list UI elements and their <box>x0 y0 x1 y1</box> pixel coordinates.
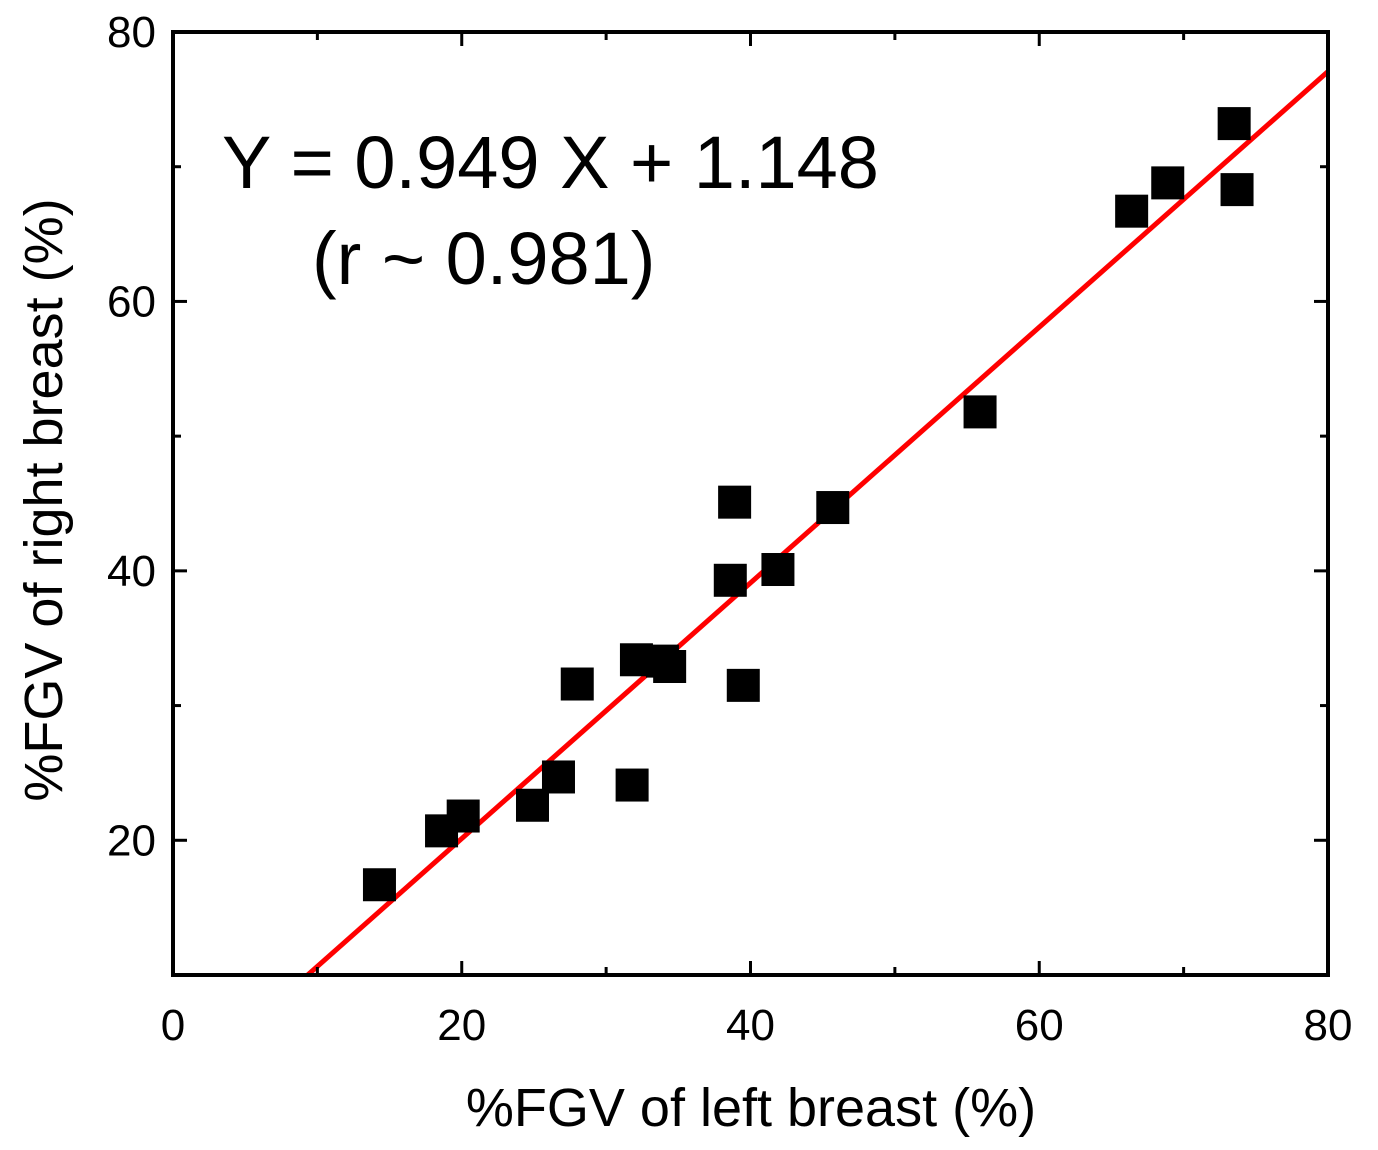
data-point <box>1220 173 1254 207</box>
data-point <box>1217 107 1251 141</box>
y-tick-label: 80 <box>107 8 156 57</box>
x-axis-title: %FGV of left breast (%) <box>466 1078 1036 1138</box>
x-tick-label: 0 <box>161 1001 185 1050</box>
y-tick-label: 60 <box>107 277 156 326</box>
data-point <box>362 868 396 902</box>
data-point <box>541 760 575 794</box>
data-point <box>560 667 594 701</box>
plot-layer <box>303 69 1328 975</box>
regression-equation: Y = 0.949 X + 1.148 <box>222 121 879 204</box>
data-point <box>718 485 752 519</box>
y-tick-label: 40 <box>107 547 156 596</box>
data-point <box>816 491 850 525</box>
data-point <box>1151 166 1185 200</box>
x-tick-label: 40 <box>726 1001 775 1050</box>
correlation-coefficient: (r ~ 0.981) <box>312 217 655 300</box>
x-tick-label: 60 <box>1015 1001 1064 1050</box>
x-tick-label: 80 <box>1304 1001 1353 1050</box>
data-point <box>653 650 687 684</box>
data-point <box>713 563 747 597</box>
data-point <box>1115 194 1149 228</box>
y-tick-label: 20 <box>107 816 156 865</box>
data-point <box>615 768 649 802</box>
data-point <box>963 395 997 429</box>
data-point <box>761 553 795 587</box>
x-tick-label: 20 <box>437 1001 486 1050</box>
y-axis-title: %FGV of right breast (%) <box>14 198 74 801</box>
regression-line <box>303 69 1328 975</box>
tick-labels: 0 20 40 60 80 20 40 60 80 <box>107 8 1352 1050</box>
ticks-layer <box>171 30 1330 977</box>
data-point <box>515 788 549 822</box>
data-point <box>726 668 760 702</box>
data-point <box>446 799 480 833</box>
